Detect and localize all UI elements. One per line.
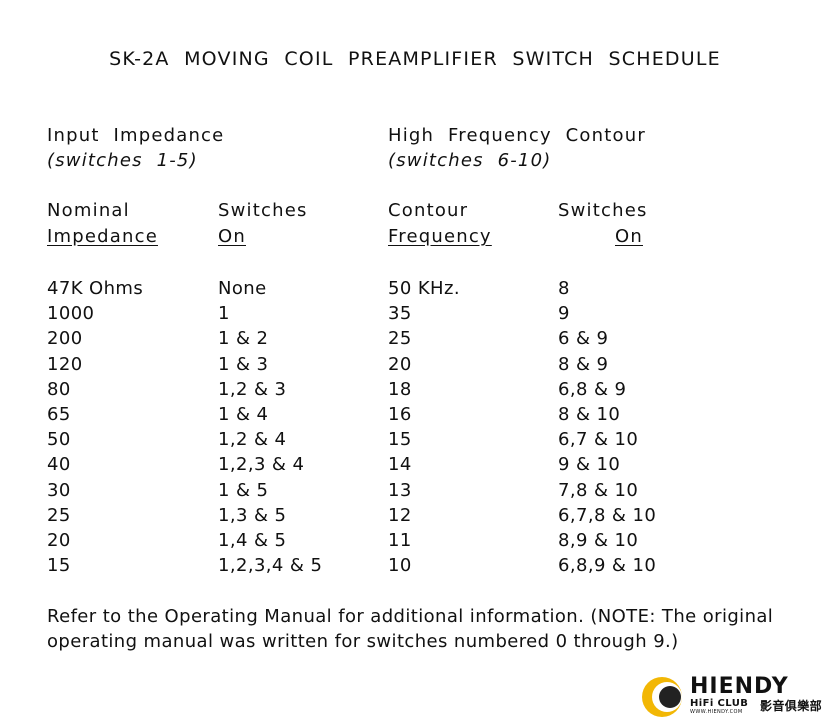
table-cell: 8	[558, 278, 570, 299]
table-cell: 200	[47, 328, 83, 350]
table-cell: 7,8 & 10	[558, 479, 639, 501]
table-cell: 20	[388, 353, 412, 375]
note-line: operating manual was written for switche…	[47, 631, 679, 652]
table-cell: 13	[388, 479, 412, 501]
table-cell: 12	[388, 504, 412, 526]
table-cell: 14	[388, 454, 412, 476]
table-cell: 1	[218, 303, 230, 325]
section-heading: High Frequency Contour	[388, 125, 646, 146]
table-cell: 80	[47, 378, 71, 400]
table-cell: 1 & 4	[218, 404, 269, 425]
section-subheading: (switches 6-10)	[388, 150, 552, 171]
column-header: Switches	[218, 200, 308, 221]
note-line: Refer to the Operating Manual for additi…	[47, 606, 774, 627]
table-cell: 9	[558, 303, 570, 325]
table-cell: 25	[47, 504, 71, 526]
table-cell: 8,9 & 10	[558, 530, 639, 551]
table-cell: 1,4 & 5	[218, 530, 287, 551]
section-heading: Input Impedance	[47, 125, 225, 146]
column-header: Switches	[558, 200, 648, 221]
table-cell: 6 & 9	[558, 328, 609, 350]
table-cell: 1,2 & 4	[218, 429, 287, 451]
logo-club: HiFi CLUB	[690, 698, 749, 709]
section-subheading: (switches 1-5)	[47, 150, 198, 171]
table-cell: 1,2 & 3	[218, 378, 287, 400]
table-cell: 18	[388, 378, 412, 400]
column-header: Contour	[388, 200, 469, 221]
table-cell: 15	[388, 429, 412, 451]
table-cell: 30	[47, 479, 71, 501]
table-cell: 47K Ohms	[47, 278, 144, 299]
table-cell: 35	[388, 303, 412, 325]
table-cell: 6,8,9 & 10	[558, 555, 657, 577]
table-cell: 1000	[47, 303, 95, 325]
table-cell: 1,3 & 5	[218, 504, 287, 526]
column-subheader: On	[218, 226, 246, 247]
table-cell: 6,7,8 & 10	[558, 504, 657, 526]
table-cell: 25	[388, 328, 412, 350]
logo-url: WWW.HIENDY.COM	[690, 709, 743, 715]
table-cell: 1,2,3,4 & 5	[218, 555, 323, 577]
table-cell: 9 & 10	[558, 454, 621, 476]
table-cell: 1,2,3 & 4	[218, 454, 305, 476]
logo-brand: HIENDY	[690, 674, 789, 699]
table-cell: 10	[388, 555, 412, 577]
table-cell: 120	[47, 353, 83, 375]
column-header: Nominal	[47, 200, 130, 221]
table-cell: 6,8 & 9	[558, 378, 627, 400]
title: SK-2A MOVING COIL PREAMPLIFIER SWITCH SC…	[109, 48, 721, 70]
table-cell: 65	[47, 404, 71, 425]
table-cell: 50 KHz.	[388, 278, 460, 299]
table-cell: None	[218, 278, 267, 299]
table-cell: 16	[388, 404, 412, 425]
table-cell: 1 & 5	[218, 479, 269, 501]
table-cell: 15	[47, 555, 71, 577]
table-cell: 1 & 3	[218, 353, 269, 375]
table-cell: 40	[47, 454, 71, 476]
column-subheader: On	[615, 226, 643, 247]
logo-mark	[642, 677, 682, 717]
table-cell: 8 & 10	[558, 404, 621, 425]
table-cell: 6,7 & 10	[558, 429, 639, 451]
logo: HIENDY HiFi CLUB WWW.HIENDY.COM 影音俱樂部	[640, 672, 823, 720]
table-cell: 8 & 9	[558, 353, 609, 375]
table-cell: 11	[388, 530, 412, 551]
table-cell: 50	[47, 429, 71, 451]
logo-chinese: 影音俱樂部	[760, 699, 823, 713]
column-subheader: Impedance	[47, 226, 158, 247]
column-subheader: Frequency	[388, 226, 492, 247]
table-cell: 20	[47, 530, 71, 551]
table-cell: 1 & 2	[218, 328, 269, 350]
